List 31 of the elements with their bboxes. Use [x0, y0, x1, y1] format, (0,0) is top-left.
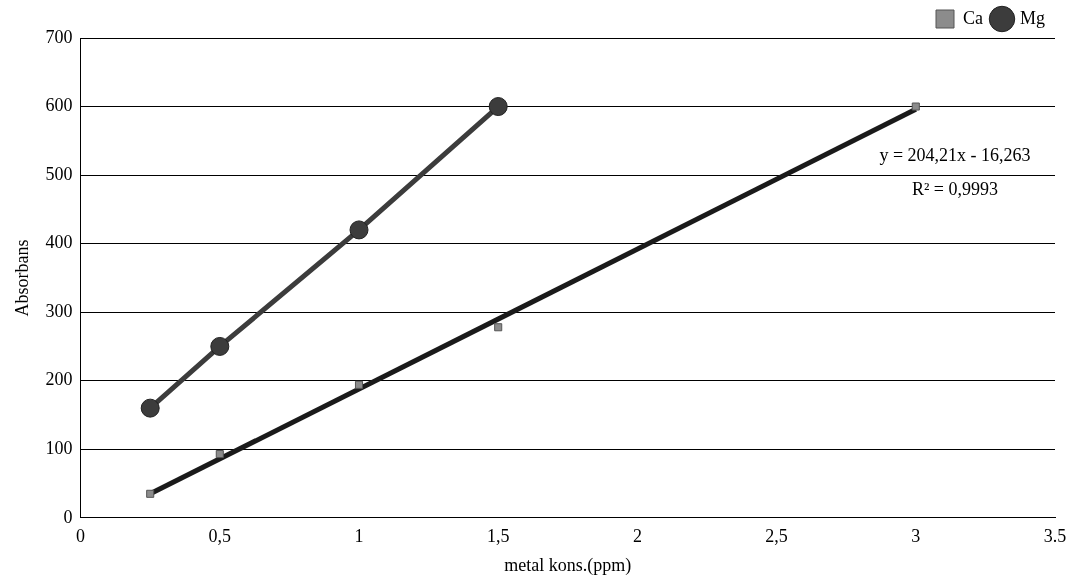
point	[146, 489, 155, 498]
x-tick-label: 1	[354, 526, 364, 547]
y-tick-label: 200	[45, 369, 73, 390]
y-axis-title: Absorbans	[11, 239, 32, 317]
point	[210, 336, 230, 356]
annotation: y = 204,21x - 16,263	[879, 144, 1031, 165]
point	[215, 450, 224, 459]
x-tick-label: 2	[632, 526, 642, 547]
x-tick-label: 3.5	[1043, 526, 1067, 547]
point	[494, 323, 503, 332]
x-tick-label: 2,5	[765, 526, 788, 547]
point	[488, 97, 508, 117]
x-tick-label: 0	[76, 526, 86, 547]
legend-label: Mg	[1020, 7, 1046, 28]
point	[354, 380, 364, 389]
y-tick-label: 300	[45, 300, 73, 321]
y-tick-label: 400	[45, 232, 73, 253]
y-tick-label: 600	[45, 95, 73, 116]
x-tick-label: 1,5	[486, 526, 510, 547]
y-tick-label: 500	[45, 163, 73, 184]
y-tick-label: 100	[45, 437, 73, 458]
x-axis-title: metal kons.(ppm)	[504, 554, 632, 576]
point	[911, 102, 920, 111]
point	[140, 398, 160, 418]
annotation: R² = 0,9993	[911, 178, 999, 199]
y-tick-label: 0	[63, 506, 73, 527]
legend-label: Ca	[963, 7, 984, 28]
y-tick-label: 700	[45, 26, 73, 47]
x-tick-label: 3	[911, 526, 921, 547]
point	[349, 220, 369, 240]
x-tick-label: 0,5	[208, 526, 232, 547]
